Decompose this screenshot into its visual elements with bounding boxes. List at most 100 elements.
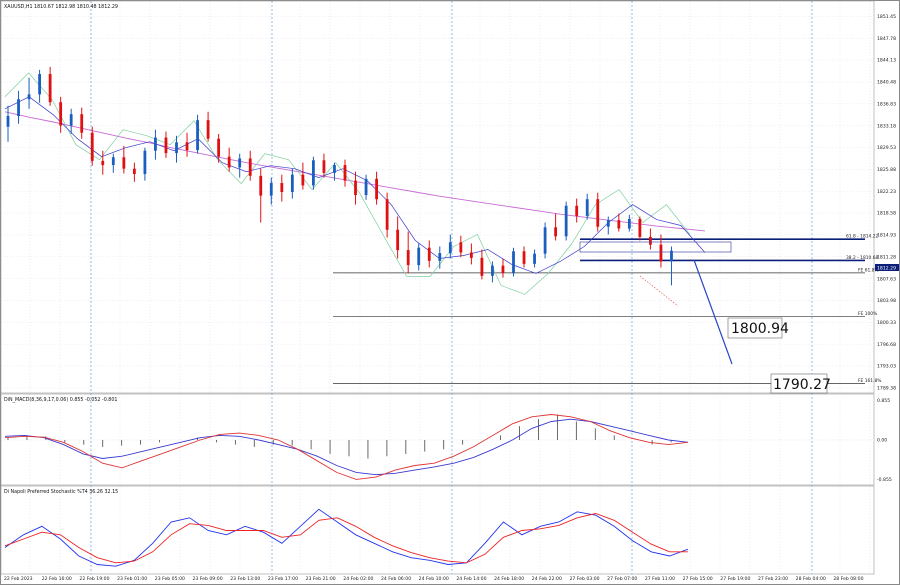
candle-body[interactable] [627, 218, 631, 229]
candle-body[interactable] [227, 156, 231, 168]
candle-body[interactable] [196, 120, 199, 151]
candle-body[interactable] [554, 227, 558, 237]
candle-body[interactable] [122, 157, 126, 169]
candle-body[interactable] [48, 74, 52, 103]
candle-body[interactable] [427, 247, 431, 261]
candle-body[interactable] [164, 137, 168, 154]
candle-body[interactable] [111, 157, 115, 166]
candle-body[interactable] [543, 227, 547, 254]
candle-body[interactable] [59, 102, 63, 126]
candle-body[interactable] [38, 74, 41, 95]
candle-body[interactable] [501, 265, 505, 273]
candle-body[interactable] [101, 160, 105, 166]
candle-body[interactable] [290, 174, 294, 193]
price-axis-tick: 1803.98 [877, 298, 896, 304]
fib-level-label: FE 100% [858, 311, 877, 317]
price-axis-tick: 1847.78 [877, 36, 896, 42]
fib-level-label: 61.8 - 1814.22 [846, 234, 879, 240]
candle-body[interactable] [385, 199, 389, 230]
price-axis-tick: 1789.38 [877, 386, 896, 392]
candle-body[interactable] [522, 251, 526, 264]
candle-body[interactable] [670, 250, 673, 262]
candle-body[interactable] [333, 165, 336, 173]
candle-body[interactable] [512, 251, 515, 273]
candle-body[interactable] [375, 178, 378, 200]
stochastic-panel[interactable] [0, 485, 875, 575]
candle-body[interactable] [417, 247, 421, 266]
candle-body[interactable] [596, 199, 600, 227]
candle-body[interactable] [269, 183, 273, 196]
candle-body[interactable] [575, 205, 579, 216]
price-axis-tick: 1840.48 [877, 80, 896, 86]
time-axis-tick: 22 Feb 2023 [4, 576, 33, 582]
candle-body[interactable] [6, 115, 10, 127]
time-axis-tick: 27 Feb 07:00 [607, 576, 637, 582]
candle-body[interactable] [364, 178, 368, 196]
candle-body[interactable] [69, 114, 73, 126]
price-axis-tick: 1793.03 [877, 364, 896, 370]
stochastic-slow-line [4, 513, 688, 564]
macd-panel[interactable] [0, 393, 875, 486]
candle-body[interactable] [469, 252, 473, 258]
candle-body[interactable] [343, 165, 347, 181]
target-box-1 [727, 317, 783, 339]
candle-body[interactable] [280, 183, 284, 193]
bollinger-band-line [4, 72, 691, 295]
candle-body[interactable] [354, 180, 357, 196]
candle-body[interactable] [649, 236, 652, 245]
candle-body[interactable] [659, 244, 663, 262]
price-axis-tick: 1807.63 [877, 276, 896, 282]
candle-body[interactable] [217, 138, 221, 157]
candle-body[interactable] [80, 114, 84, 133]
fib-level-label: FE 61.8% [858, 267, 879, 273]
target-label-1: 1800.94 [731, 321, 789, 337]
price-axis-tick: 1829.53 [877, 145, 896, 151]
candle-body[interactable] [459, 242, 463, 253]
candle-body[interactable] [248, 158, 252, 176]
candle-body[interactable] [143, 150, 147, 175]
candle-body[interactable] [638, 218, 642, 237]
current-price-tag [875, 264, 899, 271]
current-price-text: 1812.29 [877, 266, 896, 272]
main-panel[interactable] [0, 0, 875, 394]
time-axis-tick: 28 Feb 08:00 [833, 576, 863, 582]
candle-body[interactable] [17, 99, 20, 116]
time-axis-tick: 23 Feb 05:00 [155, 576, 185, 582]
candle-body[interactable] [301, 174, 305, 186]
candle-body[interactable] [606, 220, 610, 227]
supply-zone-box[interactable] [579, 241, 732, 253]
candle-body[interactable] [185, 142, 189, 151]
candle-body[interactable] [90, 132, 94, 161]
ma-fast-line [4, 96, 706, 274]
candle-body[interactable] [154, 137, 157, 151]
stochastic-fast-line [4, 508, 689, 567]
candle-body[interactable] [206, 120, 210, 139]
candle-body[interactable] [406, 250, 410, 266]
price-axis-tick: 1796.68 [877, 342, 896, 348]
price-axis-tick: 1811.28 [877, 254, 896, 260]
candle-body[interactable] [491, 265, 494, 276]
candle-body[interactable] [27, 94, 31, 100]
candle-body[interactable] [533, 253, 536, 264]
candle-body[interactable] [480, 257, 484, 276]
macd-axis-tick: 0.855 [877, 398, 890, 404]
candle-body[interactable] [438, 253, 442, 261]
candle-body[interactable] [259, 175, 263, 196]
time-axis-tick: 23 Feb 13:00 [230, 576, 260, 582]
candle-body[interactable] [396, 229, 400, 251]
time-axis-tick: 23 Feb 17:00 [268, 576, 298, 582]
candle-body[interactable] [175, 142, 178, 154]
candle-body[interactable] [564, 205, 568, 237]
candle-body[interactable] [238, 158, 242, 168]
candle-body[interactable] [617, 220, 621, 229]
candle-body[interactable] [312, 160, 315, 186]
macd-signal-line [4, 418, 689, 476]
time-axis-tick: 27 Feb 19:00 [720, 576, 750, 582]
candle-body[interactable] [585, 199, 589, 216]
candle-body[interactable] [448, 242, 452, 254]
main-title: XAUUSD,H1 1810.67 1812.98 1810.48 1812.2… [4, 4, 118, 10]
candle-body[interactable] [322, 160, 326, 173]
projection-line[interactable] [693, 259, 733, 365]
candle-body[interactable] [132, 168, 136, 175]
